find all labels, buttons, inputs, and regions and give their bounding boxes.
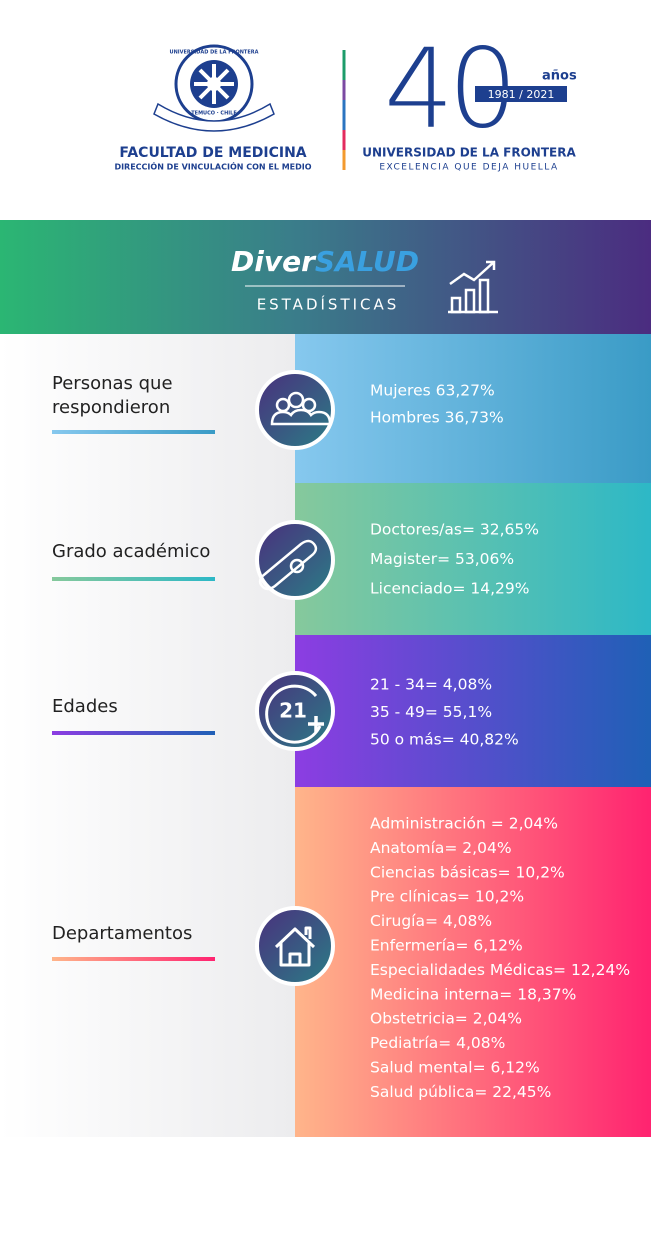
stat-item: Medicina interna= 18,37% bbox=[370, 985, 576, 1003]
stat-item: 21 - 34= 4,08% bbox=[370, 676, 492, 694]
label-underline bbox=[52, 957, 215, 961]
stat-item: Especialidades Médicas= 12,24% bbox=[370, 961, 630, 979]
years: 1981 / 2021 bbox=[488, 88, 555, 101]
section-panel bbox=[295, 635, 651, 787]
icon-text: 21 bbox=[279, 699, 307, 723]
label-underline bbox=[52, 731, 215, 735]
brand-a: Diver bbox=[231, 245, 317, 278]
stat-item: Anatomía= 2,04% bbox=[370, 839, 512, 857]
anniversary-unit: años bbox=[542, 69, 577, 84]
icon-body bbox=[270, 408, 332, 426]
years-box bbox=[475, 86, 567, 102]
department: DIRECCIÓN DE VINCULACIÓN CON EL MEDIO bbox=[114, 161, 311, 172]
section-panel bbox=[295, 787, 651, 1137]
section-icon bbox=[255, 520, 335, 600]
crest-top: UNIVERSIDAD DE LA FRONTERA bbox=[170, 50, 259, 56]
section-label: respondieron bbox=[52, 397, 170, 418]
label-underline bbox=[52, 577, 215, 581]
section-icon: 21 bbox=[255, 671, 335, 751]
banner bbox=[0, 220, 651, 334]
section-label: Grado académico bbox=[52, 541, 210, 562]
stat-item: Obstetricia= 2,04% bbox=[370, 1010, 522, 1028]
faculty: FACULTAD DE MEDICINA bbox=[119, 145, 306, 161]
brand-b: SALUD bbox=[315, 245, 419, 278]
icon-house bbox=[274, 926, 316, 967]
section-panel bbox=[295, 334, 651, 483]
university: UNIVERSIDAD DE LA FRONTERA bbox=[362, 146, 576, 160]
stat-item: Hombres 36,73% bbox=[370, 409, 504, 427]
section-icon bbox=[255, 906, 335, 986]
label-underline bbox=[52, 430, 215, 434]
icon-ring bbox=[265, 684, 322, 744]
stat-item: Administración = 2,04% bbox=[370, 815, 558, 833]
left-panel bbox=[0, 334, 296, 1137]
section-panel bbox=[295, 483, 651, 635]
chart-icon bbox=[448, 260, 498, 314]
icon-seal bbox=[289, 558, 305, 574]
brand: DiverSALUD bbox=[231, 245, 419, 278]
stat-item: Pre clínicas= 10,2% bbox=[370, 888, 524, 906]
icon-diploma bbox=[258, 539, 318, 591]
stat-item: Licenciado= 14,29% bbox=[370, 580, 530, 598]
stat-item: Pediatría= 4,08% bbox=[370, 1034, 505, 1052]
stat-item: Salud pública= 22,45% bbox=[370, 1083, 551, 1101]
motto: EXCELENCIA QUE DEJA HUELLA bbox=[379, 163, 558, 173]
icon-head bbox=[287, 391, 305, 409]
icon-plus bbox=[308, 716, 324, 732]
icon-circle bbox=[255, 906, 335, 986]
section-label: Departamentos bbox=[52, 923, 192, 944]
crest-bottom: TEMUCO · CHILE bbox=[191, 111, 237, 117]
stat-item: 50 o más= 40,82% bbox=[370, 731, 519, 749]
stat-item: Cirugía= 4,08% bbox=[370, 912, 492, 930]
stat-item: Salud mental= 6,12% bbox=[370, 1059, 540, 1077]
banner-subtitle: ESTADÍSTICAS bbox=[257, 295, 400, 314]
crest: UNIVERSIDAD DE LA FRONTERA TEMUCO · CHIL… bbox=[153, 44, 275, 132]
section-icon bbox=[255, 370, 335, 450]
stat-item: Magister= 53,06% bbox=[370, 550, 514, 568]
section-label: Personas que bbox=[52, 373, 173, 394]
stat-item: Doctores/as= 32,65% bbox=[370, 521, 539, 539]
stat-item: 35 - 49= 55,1% bbox=[370, 703, 492, 721]
section-label: Edades bbox=[52, 696, 118, 717]
stat-item: Ciencias básicas= 10,2% bbox=[370, 863, 565, 881]
stat-item: Mujeres 63,27% bbox=[370, 382, 495, 400]
stat-item: Enfermería= 6,12% bbox=[370, 937, 523, 955]
